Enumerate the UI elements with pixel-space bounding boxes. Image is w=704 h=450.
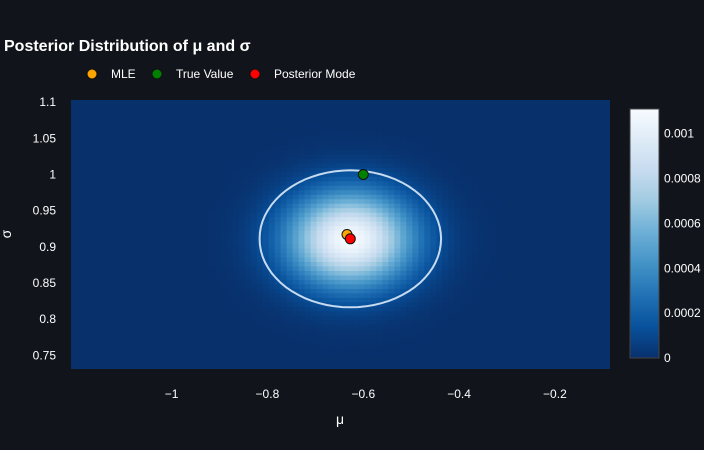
plot-area[interactable]: [71, 100, 611, 370]
colorbar-tick-label: 0.0002: [664, 306, 701, 320]
legend[interactable]: MLE True Value Posterior Mode: [86, 67, 356, 81]
chart-title: Posterior Distribution of μ and σ: [4, 38, 251, 55]
x-tick-label: −0.6: [351, 387, 375, 401]
legend-item-mle[interactable]: MLE: [86, 67, 136, 81]
legend-item-posterior-mode[interactable]: Posterior Mode: [249, 67, 356, 81]
y-axis-title: σ: [0, 229, 14, 238]
colorbar-scale: [629, 108, 660, 359]
colorbar-tick-label: 0: [664, 351, 671, 365]
legend-marker: [86, 68, 98, 80]
y-tick-label: 0.85: [33, 276, 57, 290]
y-tick-label: 1.1: [39, 95, 56, 109]
y-tick-label: 0.95: [33, 204, 57, 218]
legend-marker: [249, 68, 261, 80]
y-tick-label: 1.05: [33, 131, 57, 145]
x-axis: −1 −0.8 −0.6 −0.4 −0.2: [165, 387, 567, 401]
x-tick-label: −0.4: [447, 387, 471, 401]
y-tick-label: 0.9: [39, 240, 56, 254]
y-tick-label: 0.75: [33, 348, 57, 362]
density-heatmap: [71, 100, 610, 369]
y-axis: 0.75 0.8 0.85 0.9 0.95 1 1.05 1.1: [33, 95, 57, 362]
x-tick-label: −1: [165, 387, 179, 401]
point-markers: [341, 169, 369, 245]
legend-label: MLE: [111, 67, 136, 81]
colorbar: 0 0.0002 0.0004 0.0006 0.0008 0.001: [629, 108, 701, 365]
colorbar-tick-label: 0.0008: [664, 172, 701, 186]
legend-item-true-value[interactable]: True Value: [151, 67, 234, 81]
y-tick-label: 0.8: [39, 312, 56, 326]
legend-label: Posterior Mode: [274, 67, 356, 81]
colorbar-tick-label: 0.0006: [664, 216, 701, 230]
legend-label: True Value: [176, 67, 234, 81]
x-tick-label: −0.8: [256, 387, 280, 401]
legend-marker: [151, 68, 163, 80]
colorbar-tick-label: 0.001: [664, 127, 694, 141]
contour-line: [258, 169, 443, 309]
colorbar-tick-label: 0.0004: [664, 261, 701, 275]
colorbar-ticks: 0 0.0002 0.0004 0.0006 0.0008 0.001: [664, 127, 701, 365]
y-tick-label: 1: [49, 168, 56, 182]
x-tick-label: −0.2: [543, 387, 567, 401]
x-axis-title: μ: [336, 411, 344, 427]
posterior-mode-marker[interactable]: [344, 233, 356, 245]
true-value-marker[interactable]: [357, 169, 369, 180]
